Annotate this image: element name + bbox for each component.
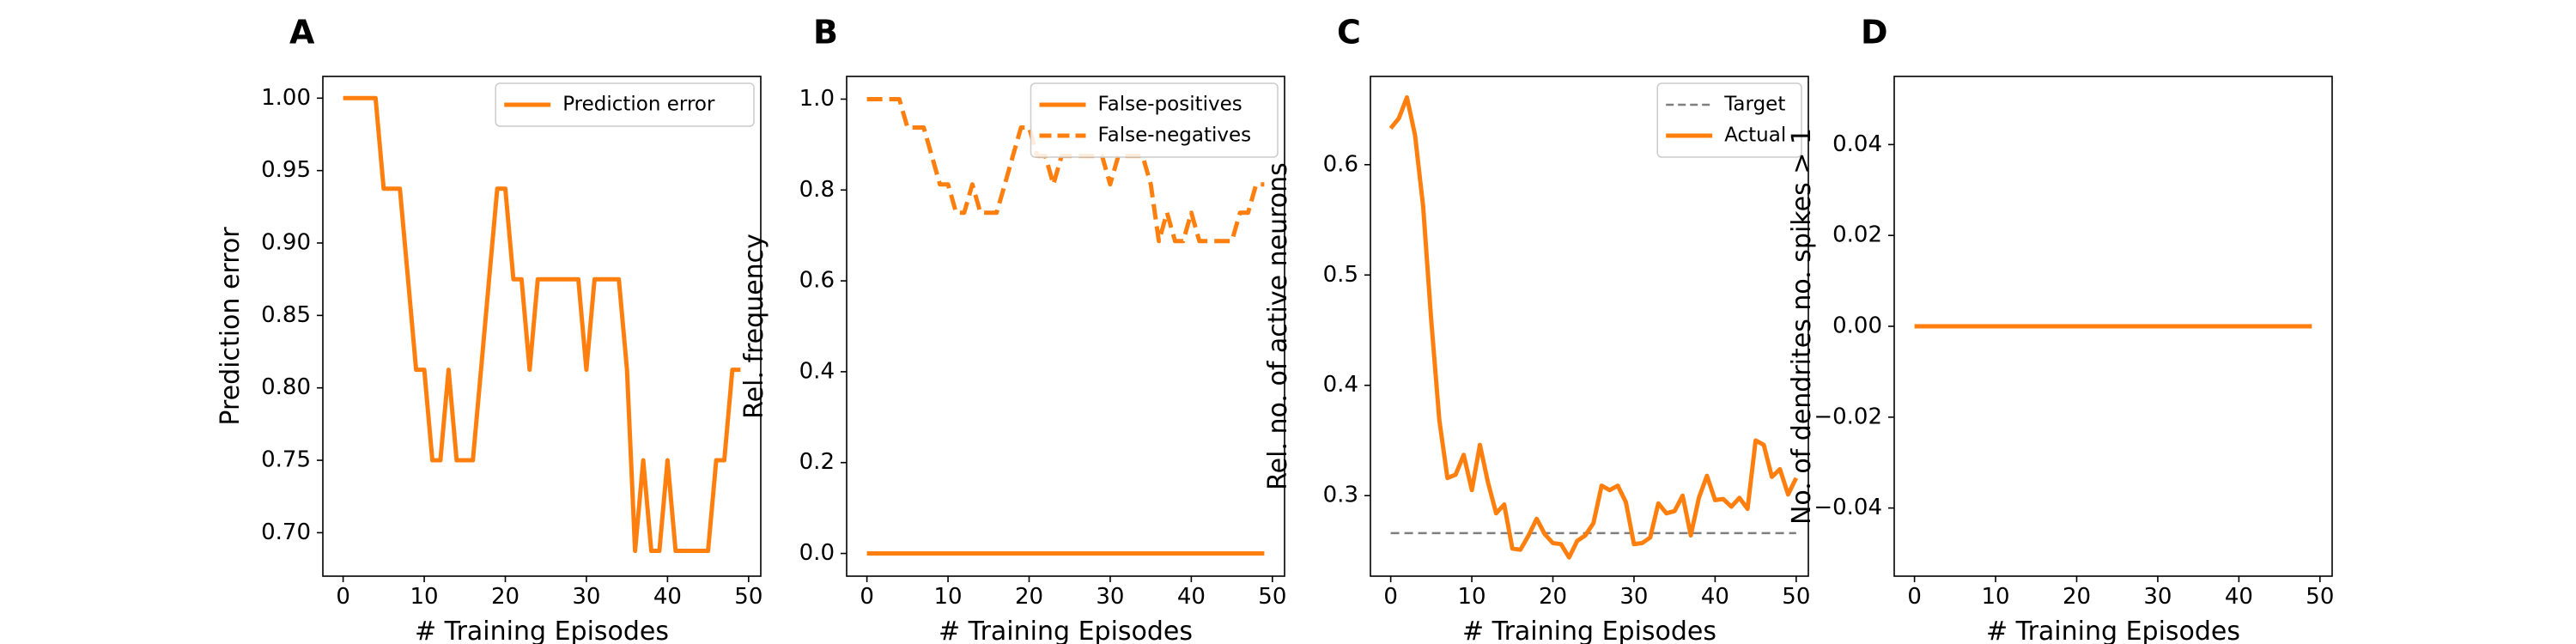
y-tick-label: 0.5 <box>1323 262 1358 288</box>
y-tick-label: 0.02 <box>1832 222 1882 248</box>
legend-box <box>1030 82 1279 158</box>
legend-label: Prediction error <box>562 94 715 116</box>
legend: Prediction error <box>495 82 755 127</box>
legend: False-positives False-negatives <box>1030 82 1279 158</box>
legend-box <box>1656 82 1802 158</box>
y-tick-label: 0.80 <box>261 374 311 400</box>
x-tick-label: 20 <box>1015 584 1043 610</box>
y-tick-label: 0.85 <box>261 302 311 328</box>
y-tick-label: −0.02 <box>1814 404 1882 429</box>
legend-label: False-negatives <box>1098 125 1252 147</box>
y-axis-title: Rel. frequency <box>739 234 769 419</box>
legend-label: Actual <box>1724 125 1786 147</box>
panel-letter: D <box>1861 14 1888 52</box>
y-tick-label: 1.0 <box>799 86 835 112</box>
axes-frame <box>322 76 762 577</box>
x-tick-label: 0 <box>1383 584 1398 610</box>
y-tick-label: 0.4 <box>1323 372 1358 398</box>
legend-box <box>495 82 755 127</box>
axes-frame <box>1370 76 1809 577</box>
x-tick-label: 50 <box>1258 584 1286 610</box>
x-tick-label: 50 <box>2306 584 2334 610</box>
panel-d: D 0 10 20 30 40 50 −0.04 −0.02 0.00 0.02 0.04 # Trai… <box>1787 14 2334 644</box>
x-axis-title: # Training Episodes <box>1462 617 1716 644</box>
x-axis-title: # Training Episodes <box>1986 617 2240 644</box>
y-tick-label: 0.2 <box>799 449 835 475</box>
x-tick-label: 10 <box>1982 584 2010 610</box>
series-line-prediction-error <box>343 95 741 553</box>
legend-label: False-positives <box>1098 94 1242 116</box>
y-tick-label: 0.04 <box>1832 131 1882 157</box>
y-tick-label: 0.0 <box>799 540 835 566</box>
x-tick-label: 0 <box>1907 584 1922 610</box>
x-tick-label: 10 <box>1458 584 1486 610</box>
x-tick-label: 40 <box>2225 584 2253 610</box>
y-axis-title: Prediction error <box>216 227 246 426</box>
y-tick-label: 0.00 <box>1832 313 1882 339</box>
y-axis-title: No. of dendrites no. spikes > 1 <box>1787 128 1817 525</box>
panel-letter: C <box>1337 14 1361 52</box>
x-tick-label: 30 <box>2143 584 2172 610</box>
x-tick-label: 0 <box>336 584 350 610</box>
y-axis-title: Rel. no. of active neurons <box>1263 162 1293 490</box>
x-tick-label: 30 <box>1619 584 1648 610</box>
legend: Target Actual <box>1656 82 1802 158</box>
y-tick-label: 0.8 <box>799 177 835 203</box>
x-tick-label: 10 <box>934 584 963 610</box>
x-tick-label: 0 <box>860 584 874 610</box>
panel-c: C 0 10 20 30 40 50 0.3 0.4 0.5 0.6 # Training Episo… <box>1263 14 1810 644</box>
x-axis-title: # Training Episodes <box>939 617 1193 644</box>
y-tick-label: 0.6 <box>799 268 835 294</box>
x-tick-label: 20 <box>1539 584 1567 610</box>
x-tick-label: 40 <box>653 584 682 610</box>
y-tick-label: −0.04 <box>1814 495 1882 520</box>
panel-b: B 0 10 20 30 40 50 0.0 0.2 0.4 0.6 0.8 1.0 # Training… <box>739 14 1286 644</box>
x-tick-label: 30 <box>572 584 600 610</box>
panel-letter: A <box>289 14 315 52</box>
x-tick-label: 40 <box>1177 584 1206 610</box>
x-tick-label: 30 <box>1096 584 1124 610</box>
panel-a: A 0 10 20 30 40 50 0.70 0.75 0.80 0.85 0.90 0.95 1.00… <box>216 14 762 644</box>
y-tick-label: 0.70 <box>261 519 311 545</box>
y-tick-label: 0.75 <box>261 447 311 473</box>
x-tick-label: 50 <box>734 584 762 610</box>
y-tick-label: 0.3 <box>1323 483 1358 508</box>
x-axis-title: # Training Episodes <box>415 617 669 644</box>
x-tick-label: 50 <box>1782 584 1810 610</box>
y-tick-label: 0.6 <box>1323 151 1358 177</box>
axes-frame <box>846 76 1285 577</box>
y-tick-label: 0.95 <box>261 157 311 183</box>
x-tick-label: 40 <box>1701 584 1729 610</box>
legend-label: Target <box>1723 94 1785 116</box>
series-line-actual <box>1388 94 1799 560</box>
y-tick-label: 1.00 <box>261 85 311 111</box>
y-tick-label: 0.4 <box>799 358 835 384</box>
x-tick-label: 20 <box>491 584 519 610</box>
y-tick-label: 0.90 <box>261 230 311 256</box>
x-tick-label: 20 <box>2063 584 2091 610</box>
panel-letter: B <box>813 14 838 52</box>
x-tick-label: 10 <box>410 584 439 610</box>
